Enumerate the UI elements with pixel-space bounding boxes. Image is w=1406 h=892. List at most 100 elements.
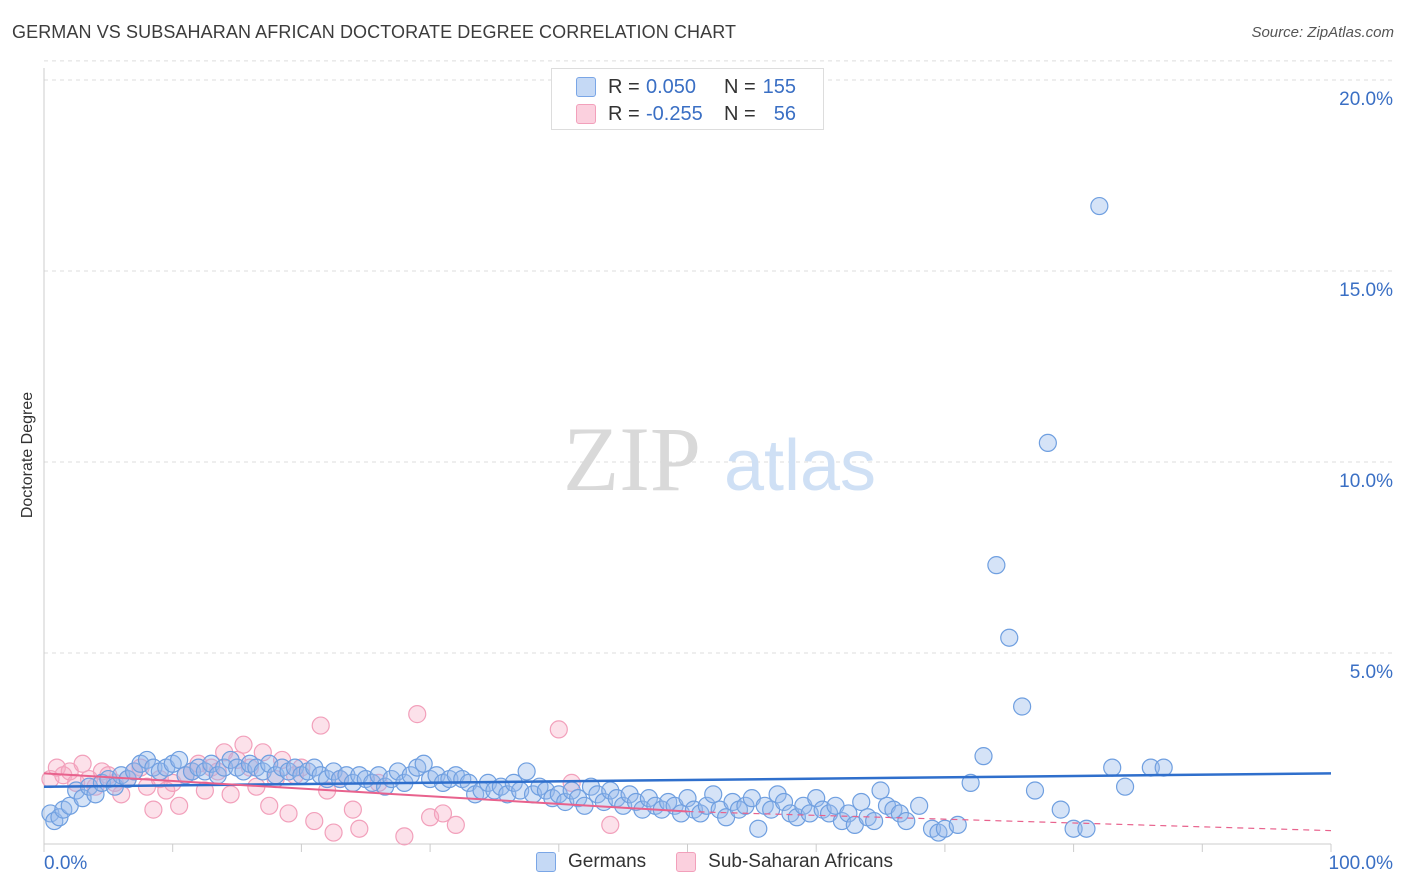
german-point [774, 792, 794, 812]
german-point [704, 785, 723, 804]
subsaharan-point [260, 796, 279, 815]
subsaharan-point [601, 815, 620, 835]
subsaharan-point [305, 811, 324, 831]
german-point [170, 750, 189, 770]
subsaharan-point [144, 800, 163, 819]
legend-r-label: R = [608, 102, 640, 125]
german-point [1090, 196, 1109, 216]
german-point [414, 754, 433, 773]
german-point [839, 804, 858, 823]
subsaharan-trend-extension [687, 810, 1332, 832]
tick-labels: 5.0% 10.0% 15.0% 20.0% 0.0% 100.0% [44, 89, 1393, 874]
subsaharan-point [324, 823, 343, 842]
chart-title: GERMAN VS SUBSAHARAN AFRICAN DOCTORATE D… [12, 22, 737, 42]
german-point [852, 792, 871, 812]
german-point [124, 762, 144, 781]
legend-row-germans: R = 0.050 N = 155 [576, 74, 796, 100]
y-tick-label: 20.0% [1339, 89, 1393, 110]
subsaharan-point [234, 735, 253, 754]
german-point [1103, 758, 1122, 777]
subsaharan-point [253, 743, 272, 762]
german-point [749, 819, 768, 838]
subsaharan-trend-line [43, 772, 688, 813]
subsaharan-point [350, 819, 369, 838]
german-point [581, 777, 601, 796]
legend-item-germans[interactable]: Germans [536, 851, 646, 873]
subsaharan-point [549, 720, 568, 739]
legend-swatch-subsaharan [576, 104, 596, 124]
watermark-atlas: atlas [724, 426, 876, 506]
germans-trend-line [43, 772, 1332, 788]
subsaharan-point [73, 754, 92, 773]
german-point [137, 750, 157, 770]
subsaharan-point [99, 766, 118, 785]
subsaharan-swatch [676, 852, 697, 872]
subsaharan-point [433, 804, 453, 823]
germans-points [41, 196, 1173, 842]
german-point [974, 747, 993, 766]
gridlines [44, 60, 1392, 654]
legend-r-value: 0.050 [646, 75, 697, 98]
legend-item-subsaharan[interactable]: Sub-Saharan Africans [676, 851, 893, 873]
german-point [961, 773, 980, 792]
german-point [691, 804, 710, 823]
legend-n-value: 155 [762, 75, 796, 98]
x-tick-label: 100.0% [1329, 853, 1394, 874]
legend-swatch-germans [576, 77, 596, 97]
german-point [1038, 433, 1057, 452]
german-point [1064, 819, 1083, 838]
german-point [1077, 819, 1096, 838]
german-point [910, 796, 929, 815]
german-point [1013, 697, 1032, 716]
german-point [678, 789, 697, 808]
legend-r-label: R = [608, 75, 640, 98]
german-point [890, 804, 909, 823]
german-point [897, 811, 916, 831]
german-point [569, 789, 588, 808]
german-point [517, 762, 536, 781]
series-legend: Germans Sub-Saharan Africans [536, 851, 923, 873]
german-point [1000, 628, 1019, 647]
axes [43, 68, 1332, 852]
german-point [1051, 800, 1070, 819]
subsaharan-point [170, 796, 189, 815]
legend-n-label: N = [724, 102, 756, 125]
german-point [948, 815, 967, 835]
subsaharan-point [562, 773, 581, 792]
germans-label: Germans [568, 851, 647, 872]
source-label: Source: ZipAtlas.com [1251, 24, 1394, 41]
subsaharan-point [279, 804, 298, 823]
german-point [987, 556, 1006, 575]
y-axis-title: Doctorate Degree [19, 391, 36, 519]
trend-lines [43, 772, 1332, 832]
subsaharan-point [408, 705, 427, 724]
german-point [1154, 758, 1173, 777]
german-point [871, 781, 890, 800]
legend-n-value: 56 [773, 102, 796, 125]
subsaharan-point [395, 827, 414, 846]
subsaharan-point [343, 800, 362, 819]
german-point [1025, 781, 1045, 800]
german-point [807, 789, 826, 808]
subsaharan-point [311, 716, 330, 735]
german-point [736, 796, 755, 815]
german-point [305, 758, 324, 777]
german-point [639, 789, 658, 808]
german-point [221, 750, 240, 770]
x-tick-label: 0.0% [44, 853, 87, 874]
german-point [865, 811, 884, 831]
y-tick-label: 5.0% [1350, 662, 1393, 683]
y-tick-label: 10.0% [1339, 471, 1393, 492]
german-point [620, 785, 639, 804]
legend-n-label: N = [724, 75, 756, 98]
legend-row-subsaharan: R = -0.255 N = 56 [576, 101, 796, 127]
german-point [215, 758, 234, 777]
stats-legend: R = 0.050 N = 155 R = -0.255 N = 56 [551, 68, 824, 130]
watermark-zip: ZIP [563, 408, 701, 510]
subsaharan-label: Sub-Saharan Africans [708, 851, 893, 872]
german-point [1115, 777, 1135, 796]
german-point [768, 785, 787, 804]
y-tick-label: 15.0% [1339, 280, 1393, 301]
subsaharan-point [446, 815, 465, 835]
